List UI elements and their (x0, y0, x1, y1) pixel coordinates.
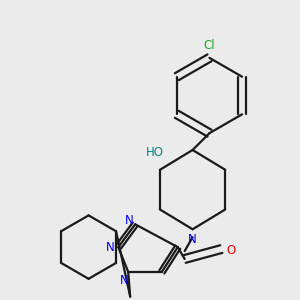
Text: O: O (226, 244, 236, 256)
Text: Cl: Cl (204, 40, 215, 52)
Text: N: N (120, 274, 129, 287)
Text: HO: HO (146, 146, 164, 160)
Text: N: N (125, 214, 134, 227)
Text: N: N (106, 241, 115, 254)
Text: N: N (188, 233, 197, 246)
